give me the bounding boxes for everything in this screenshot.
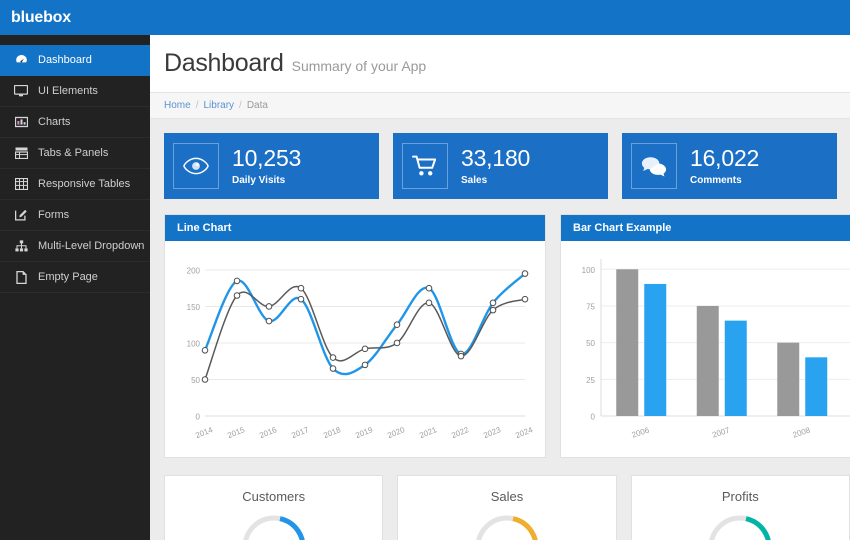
stat-card-value: 10,253 (232, 145, 302, 172)
stat-card-label: Daily Visits (232, 174, 286, 186)
sidebar-item-multi-level-dropdown[interactable]: Multi-Level Dropdown ‹ (0, 231, 150, 262)
sidebar: Dashboard UI Elements Charts Tabs & Panels R… (0, 35, 150, 540)
breadcrumb-item-library[interactable]: Library (203, 100, 235, 111)
donut-card-title: Customers (242, 489, 306, 504)
bar-chart-panel-title: Bar Chart Example (561, 215, 850, 241)
line-chart-panel: Line Chart 0 50 100 150 200 2014 2015 2016 2017 2… (164, 214, 546, 458)
donut-card-profits: Profits (630, 475, 850, 540)
table-icon (13, 177, 29, 191)
stat-card-text: 16,022 Comments (677, 146, 759, 185)
line-chart-panel-title: Line Chart (165, 215, 545, 241)
donut-card-customers: Customers (164, 475, 384, 540)
svg-text:25: 25 (586, 376, 595, 385)
stat-cards-row: 10,253 Daily Visits 33,180 Sales 16,022 Comme… (150, 119, 850, 199)
dashboard-icon (13, 53, 29, 67)
svg-text:2016: 2016 (258, 425, 278, 440)
donut-card-title: Profits (721, 489, 759, 504)
svg-text:2021: 2021 (418, 425, 438, 440)
chevron-left-icon[interactable]: ‹ (137, 240, 141, 252)
svg-text:2019: 2019 (354, 425, 374, 440)
breadcrumb-item-home[interactable]: Home (164, 100, 191, 111)
sidebar-item-tabs-panels[interactable]: Tabs & Panels (0, 138, 150, 169)
svg-text:2017: 2017 (290, 425, 310, 440)
bar-chart-panel: Bar Chart Example 0 25 50 75 100 2006 2007 2008… (560, 214, 850, 458)
sidebar-item-dashboard[interactable]: Dashboard (0, 45, 150, 76)
svg-text:75: 75 (586, 302, 595, 311)
panels-icon (13, 146, 29, 160)
sidebar-item-ui-elements[interactable]: UI Elements (0, 76, 150, 107)
sitemap-icon (13, 239, 29, 253)
svg-text:150: 150 (187, 303, 201, 312)
sidebar-item-label: Charts (38, 115, 71, 128)
donut-chart (165, 512, 382, 540)
bar-chart-svg: 02550751002006200720082009 (582, 259, 850, 440)
svg-text:2022: 2022 (450, 425, 470, 440)
edit-icon (13, 208, 29, 222)
page-subtitle: Summary of your App (291, 58, 427, 74)
stat-card-text: 10,253 Daily Visits (219, 146, 301, 185)
sidebar-item-label: Multi-Level Dropdown (38, 239, 145, 252)
page-header: Dashboard Summary of your App (150, 35, 850, 92)
svg-text:200: 200 (187, 266, 201, 275)
svg-text:2015: 2015 (226, 425, 246, 440)
page-title: Dashboard (164, 49, 284, 77)
svg-text:2008: 2008 (792, 425, 812, 439)
main-content: Dashboard Summary of your App Home / Lib… (150, 35, 850, 540)
file-icon (13, 270, 29, 284)
svg-text:100: 100 (582, 266, 596, 275)
donut-card-title: Sales (490, 489, 524, 504)
donut-chart (398, 512, 615, 540)
svg-text:2006: 2006 (631, 425, 651, 439)
sidebar-item-forms[interactable]: Forms (0, 200, 150, 231)
stat-card-value: 16,022 (690, 145, 760, 172)
svg-text:50: 50 (191, 376, 200, 385)
line-chart-body: 0 50 100 150 200 2014 2015 2016 2017 2018 2019 2020… (165, 241, 545, 457)
monitor-icon (13, 84, 29, 98)
breadcrumb-item-data: Data (246, 100, 268, 111)
svg-text:2024: 2024 (514, 425, 534, 440)
app-logo[interactable]: bluebox (11, 8, 71, 26)
line-chart-svg: 0 50 100 150 200 2014 2015 2016 2017 2018 2019 2020… (187, 266, 535, 440)
stat-card-comments[interactable]: 16,022 Comments (622, 133, 837, 199)
breadcrumb-separator: / (239, 100, 242, 111)
breadcrumb-separator: / (195, 100, 199, 111)
donut-cards-row: Customers Sales Profits (150, 458, 850, 540)
svg-text:100: 100 (187, 339, 201, 348)
sidebar-item-empty-page[interactable]: Empty Page (0, 262, 150, 293)
svg-text:2018: 2018 (322, 425, 342, 440)
donut-card-sales: Sales (397, 475, 617, 540)
svg-text:0: 0 (591, 413, 596, 422)
stat-card-value: 33,180 (461, 145, 531, 172)
sidebar-item-label: Forms (38, 208, 70, 221)
breadcrumb: Home / Library / Data (150, 92, 850, 119)
sidebar-item-label: UI Elements (38, 84, 98, 97)
stat-card-sales[interactable]: 33,180 Sales (393, 133, 608, 199)
eye-icon (173, 143, 219, 189)
svg-text:2023: 2023 (482, 425, 502, 440)
cart-icon (402, 143, 448, 189)
sidebar-item-label: Dashboard (38, 53, 92, 66)
chart-panels-row: Line Chart 0 50 100 150 200 2014 2015 2016 2017 2… (150, 199, 850, 458)
top-bar: bluebox (0, 0, 850, 35)
svg-text:2014: 2014 (194, 425, 214, 440)
svg-text:2020: 2020 (386, 425, 406, 440)
svg-text:50: 50 (586, 339, 595, 348)
stat-card-label: Sales (461, 174, 488, 186)
sidebar-item-charts[interactable]: Charts (0, 107, 150, 138)
donut-chart (632, 512, 849, 540)
bar-chart-body: 02550751002006200720082009 (561, 241, 850, 457)
stat-card-label: Comments (690, 174, 742, 186)
sidebar-item-responsive-tables[interactable]: Responsive Tables (0, 169, 150, 200)
svg-text:0: 0 (196, 413, 201, 422)
svg-text:2007: 2007 (711, 425, 731, 439)
sidebar-item-label: Tabs & Panels (38, 146, 109, 159)
sidebar-item-label: Empty Page (38, 270, 98, 283)
comments-icon (631, 143, 677, 189)
chart-icon (13, 115, 29, 129)
stat-card-text: 33,180 Sales (448, 146, 530, 185)
sidebar-item-label: Responsive Tables (38, 177, 131, 190)
stat-card-daily-visits[interactable]: 10,253 Daily Visits (164, 133, 379, 199)
